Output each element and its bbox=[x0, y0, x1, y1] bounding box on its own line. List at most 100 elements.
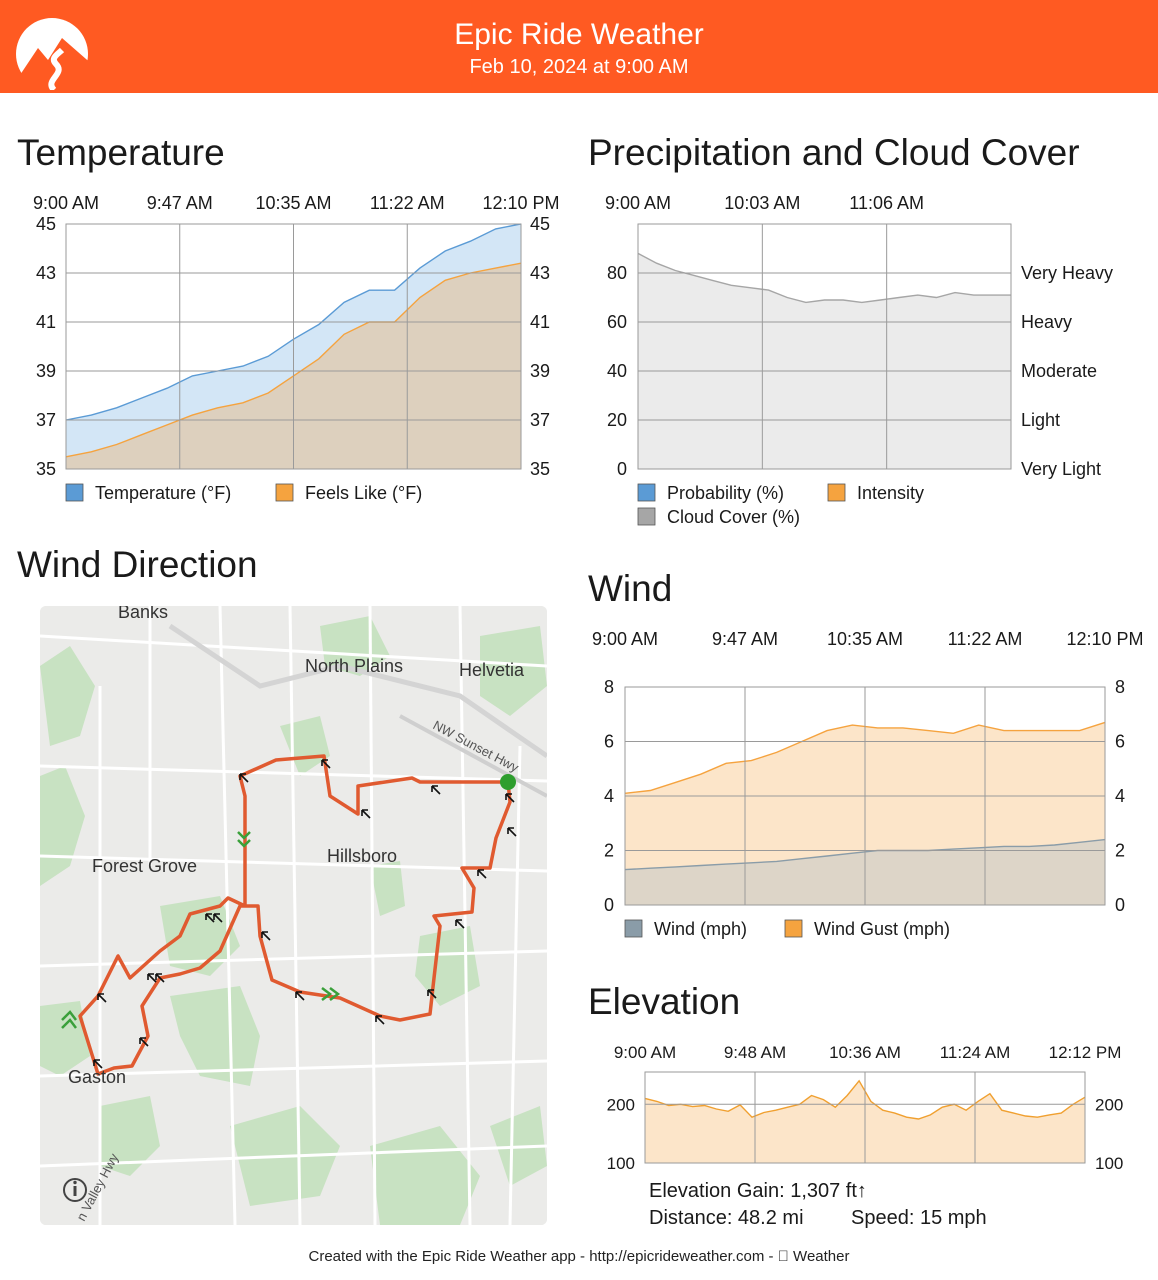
elevation-ytick-left: 200 bbox=[607, 1095, 635, 1114]
precipitation-ytick-right: Heavy bbox=[1021, 312, 1072, 332]
precipitation-ytick-left: 60 bbox=[607, 312, 627, 332]
wind-chart: 0 0 2 2 4 4 6 6 8 8 9:00 AM 9:47 AM 10:35 AM 11:22 AM… bbox=[592, 629, 1144, 939]
precipitation-ytick-right: Very Heavy bbox=[1021, 263, 1113, 283]
park-areas bbox=[40, 616, 547, 1225]
wind-ytick-right: 8 bbox=[1115, 677, 1125, 697]
precipitation-chart: 0 Very Light 20 Light 40 Moderate 60 Heavy 80 Ver… bbox=[605, 193, 1113, 527]
elevation-ytick-right: 100 bbox=[1095, 1154, 1123, 1173]
tailwind-arrows bbox=[61, 831, 341, 1029]
wind-legend-label: Wind Gust (mph) bbox=[814, 919, 950, 939]
wind-ytick-right: 0 bbox=[1115, 895, 1125, 915]
temperature-ytick-right: 39 bbox=[530, 361, 550, 381]
wind-xtick: 12:10 PM bbox=[1066, 629, 1143, 649]
temperature-xtick: 9:47 AM bbox=[147, 193, 213, 213]
precipitation-legend-label: Probability (%) bbox=[667, 483, 784, 503]
ride-speed: Speed: 15 mph bbox=[851, 1207, 987, 1229]
place-label-helvetia: Helvetia bbox=[459, 660, 525, 680]
precipitation-ytick-right: Very Light bbox=[1021, 459, 1101, 479]
elevation-xtick: 11:24 AM bbox=[940, 1043, 1011, 1062]
place-label-north-plains: North Plains bbox=[305, 656, 403, 676]
sunset-hwy-road bbox=[399, 714, 547, 798]
app-title: Epic Ride Weather bbox=[454, 18, 704, 51]
temperature-ytick-right: 43 bbox=[530, 263, 550, 283]
wind-ytick-left: 6 bbox=[604, 732, 614, 752]
temperature-legend-swatch bbox=[275, 483, 294, 502]
precipitation-title: Precipitation and Cloud Cover bbox=[588, 132, 1080, 173]
temperature-ytick-right: 35 bbox=[530, 459, 550, 479]
mountain-road-logo-icon bbox=[14, 18, 94, 90]
ride-datetime: Feb 10, 2024 at 9:00 AM bbox=[469, 56, 689, 78]
precipitation-xtick: 10:03 AM bbox=[724, 193, 800, 213]
wind-ytick-left: 2 bbox=[604, 841, 614, 861]
temperature-ytick-left: 35 bbox=[36, 459, 56, 479]
precipitation-plot-frame bbox=[637, 223, 1012, 470]
wind-arrows bbox=[93, 759, 517, 1069]
wind-xtick: 10:35 AM bbox=[827, 629, 903, 649]
precipitation-legend-label: Cloud Cover (%) bbox=[667, 507, 800, 527]
map-info-icon[interactable] bbox=[63, 1178, 87, 1202]
wind-ytick-left: 0 bbox=[604, 895, 614, 915]
temperature-ytick-right: 37 bbox=[530, 410, 550, 430]
temperature-ytick-right: 41 bbox=[530, 312, 550, 332]
place-labels: Banks North Plains Helvetia Forest Grove… bbox=[68, 606, 525, 1087]
wind-ytick-right: 4 bbox=[1115, 786, 1125, 806]
precipitation-ytick-right: Moderate bbox=[1021, 361, 1097, 381]
elevation-ytick-right: 200 bbox=[1095, 1095, 1123, 1114]
temperature-ytick-left: 37 bbox=[36, 410, 56, 430]
elevation-ytick-left: 100 bbox=[607, 1154, 635, 1173]
precipitation-legend-swatch bbox=[637, 507, 656, 526]
wind-legend-swatch bbox=[784, 919, 803, 938]
temperature-ytick-left: 39 bbox=[36, 361, 56, 381]
precipitation-xtick: 9:00 AM bbox=[605, 193, 671, 213]
precipitation-ytick-left: 0 bbox=[617, 459, 627, 479]
wind-legend-label: Wind (mph) bbox=[654, 919, 747, 939]
temperature-xtick: 11:22 AM bbox=[370, 193, 445, 213]
temperature-xtick: 10:35 AM bbox=[255, 193, 331, 213]
precipitation-legend-swatch bbox=[827, 483, 846, 502]
wind-direction-map[interactable]: Banks North Plains Helvetia Forest Grove… bbox=[40, 606, 547, 1225]
wind-ytick-right: 6 bbox=[1115, 732, 1125, 752]
wind-ytick-right: 2 bbox=[1115, 841, 1125, 861]
precipitation-xtick: 11:06 AM bbox=[849, 193, 924, 213]
wind-direction-title: Wind Direction bbox=[17, 544, 258, 585]
temperature-xtick: 9:00 AM bbox=[33, 193, 99, 213]
temperature-xtick: 12:10 PM bbox=[482, 193, 559, 213]
elevation-xtick: 10:36 AM bbox=[829, 1043, 901, 1062]
temperature-legend-swatch bbox=[65, 483, 84, 502]
wind-ytick-left: 8 bbox=[604, 677, 614, 697]
precipitation-ytick-left: 20 bbox=[607, 410, 627, 430]
precipitation-line-0 bbox=[637, 252, 1011, 304]
temperature-ytick-left: 45 bbox=[36, 214, 56, 234]
temperature-legend-label: Temperature (°F) bbox=[95, 483, 231, 503]
place-label-gaston: Gaston bbox=[68, 1067, 126, 1087]
wind-legend-swatch bbox=[624, 919, 643, 938]
temperature-ytick-left: 41 bbox=[36, 312, 56, 332]
app-header: Epic Ride Weather Feb 10, 2024 at 9:00 A… bbox=[0, 0, 1158, 93]
elevation-xtick: 9:48 AM bbox=[724, 1043, 786, 1062]
elevation-xtick: 9:00 AM bbox=[614, 1043, 676, 1062]
precipitation-ytick-right: Light bbox=[1021, 410, 1060, 430]
wind-plot-frame bbox=[624, 686, 1106, 906]
wind-xtick: 9:47 AM bbox=[712, 629, 778, 649]
place-label-hillsboro: Hillsboro bbox=[327, 846, 397, 866]
temperature-title: Temperature bbox=[17, 132, 225, 173]
temperature-ytick-right: 45 bbox=[530, 214, 550, 234]
ride-distance: Distance: 48.2 mi bbox=[649, 1207, 804, 1229]
elevation-title: Elevation bbox=[588, 981, 741, 1022]
elevation-xtick: 12:12 PM bbox=[1049, 1043, 1122, 1062]
highway-road bbox=[168, 623, 547, 759]
temperature-plot-frame bbox=[65, 223, 522, 470]
place-label-banks: Banks bbox=[118, 606, 168, 622]
precipitation-ytick-left: 80 bbox=[607, 263, 627, 283]
footer-credit: Created with the Epic Ride Weather app -… bbox=[309, 1248, 850, 1265]
wind-xtick: 9:00 AM bbox=[592, 629, 658, 649]
elevation-gain: Elevation Gain: 1,307 ft↑ bbox=[649, 1180, 867, 1202]
elevation-chart: 100 100 200 200 9:00 AM 9:48 AM 10:36 AM 11:24 … bbox=[607, 1043, 1124, 1173]
elevation-plot-frame bbox=[644, 1071, 1086, 1164]
route-start-marker bbox=[500, 774, 516, 790]
place-label-forest-grove: Forest Grove bbox=[92, 856, 197, 876]
precipitation-legend-swatch bbox=[637, 483, 656, 502]
temperature-ytick-left: 43 bbox=[36, 263, 56, 283]
